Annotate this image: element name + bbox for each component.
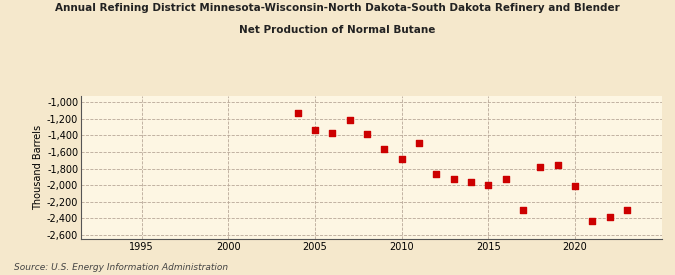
Point	[344, 118, 355, 123]
Point	[622, 208, 632, 212]
Point	[570, 184, 580, 188]
Point	[431, 171, 441, 176]
Text: Source: U.S. Energy Information Administration: Source: U.S. Energy Information Administ…	[14, 263, 227, 272]
Point	[379, 146, 389, 151]
Point	[587, 219, 597, 223]
Point	[310, 128, 321, 133]
Point	[327, 131, 338, 135]
Point	[535, 165, 545, 169]
Point	[448, 177, 459, 182]
Point	[362, 132, 373, 137]
Point	[604, 214, 615, 219]
Text: Annual Refining District Minnesota-Wisconsin-North Dakota-South Dakota Refinery : Annual Refining District Minnesota-Wisco…	[55, 3, 620, 13]
Point	[483, 183, 493, 187]
Point	[552, 163, 563, 167]
Point	[414, 141, 425, 145]
Point	[466, 180, 477, 184]
Text: Net Production of Normal Butane: Net Production of Normal Butane	[240, 25, 435, 35]
Point	[518, 208, 529, 212]
Point	[500, 176, 511, 181]
Point	[396, 156, 407, 161]
Y-axis label: Thousand Barrels: Thousand Barrels	[32, 125, 43, 210]
Point	[292, 111, 303, 115]
